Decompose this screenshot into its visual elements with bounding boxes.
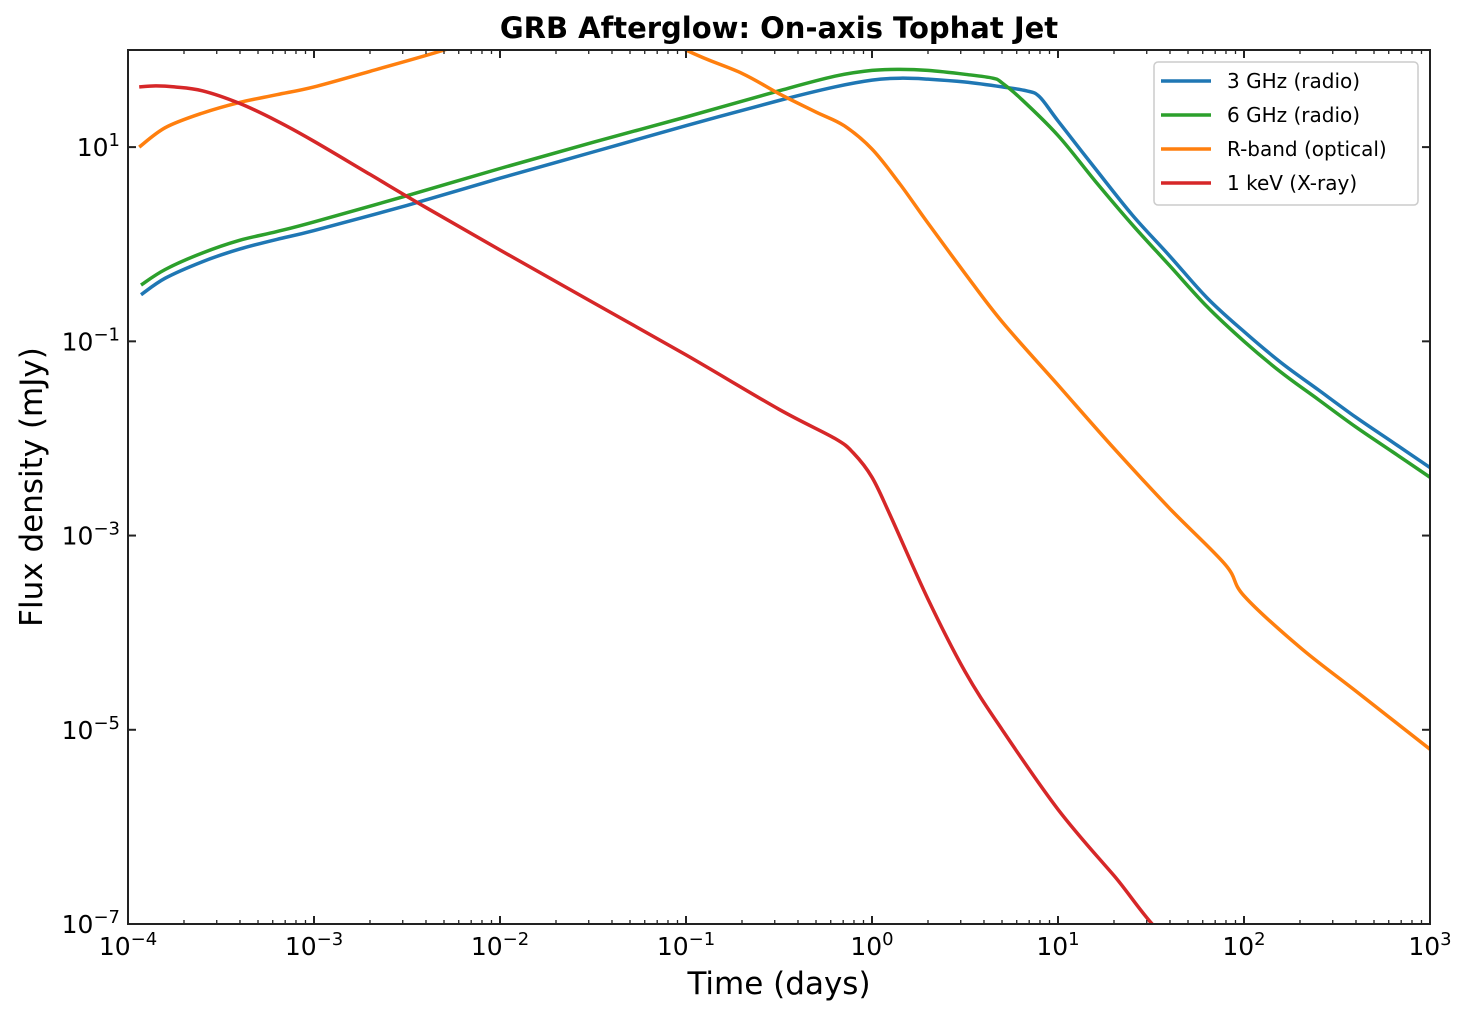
x-tick-label: 10−2 <box>471 929 529 961</box>
y-tick-label: 10−5 <box>62 713 120 745</box>
y-axis-label: Flux density (mJy) <box>14 347 50 627</box>
x-tick-label: 102 <box>1222 929 1265 961</box>
legend-label: 3 GHz (radio) <box>1227 69 1360 93</box>
x-tick-label: 10−3 <box>285 929 343 961</box>
y-axis-tick-labels: 101 10−1 10−3 10−5 10−7 <box>62 130 120 939</box>
legend-label: 1 keV (X-ray) <box>1227 171 1357 195</box>
y-tick-label: 10−3 <box>62 519 120 551</box>
x-axis-tick-labels: 10−4 10−3 10−2 10−1 100 101 102 103 <box>99 929 1452 961</box>
legend-item: 6 GHz (radio) <box>1161 103 1360 127</box>
series-line-0 <box>139 76 1430 470</box>
chart-title: GRB Afterglow: On-axis Tophat Jet <box>500 11 1058 45</box>
legend-label: R-band (optical) <box>1227 137 1387 161</box>
x-tick-label: 103 <box>1408 929 1451 961</box>
y-tick-label: 10−7 <box>62 907 120 939</box>
plot-frame <box>127 49 1431 925</box>
legend-item: R-band (optical) <box>1161 137 1387 161</box>
x-tick-label: 10−4 <box>99 929 157 961</box>
series-line-2 <box>138 50 1430 751</box>
x-axis-label: Time (days) <box>686 966 870 1002</box>
legend-box <box>1153 61 1419 206</box>
y-tick-label: 10−1 <box>62 324 120 356</box>
x-tick-label: 10−1 <box>657 929 715 961</box>
series-line-3 <box>139 84 1217 924</box>
x-tick-label: 100 <box>850 929 893 961</box>
legend-item: 3 GHz (radio) <box>1161 69 1360 93</box>
y-tick-label: 101 <box>77 130 120 162</box>
legend-item: 1 keV (X-ray) <box>1161 171 1357 195</box>
legend: 3 GHz (radio) 6 GHz (radio) R-band (optica… <box>1153 61 1419 206</box>
legend-label: 6 GHz (radio) <box>1227 103 1360 127</box>
series-line-1 <box>140 67 1430 479</box>
plot-area <box>138 50 1430 924</box>
x-tick-label: 101 <box>1036 929 1079 961</box>
